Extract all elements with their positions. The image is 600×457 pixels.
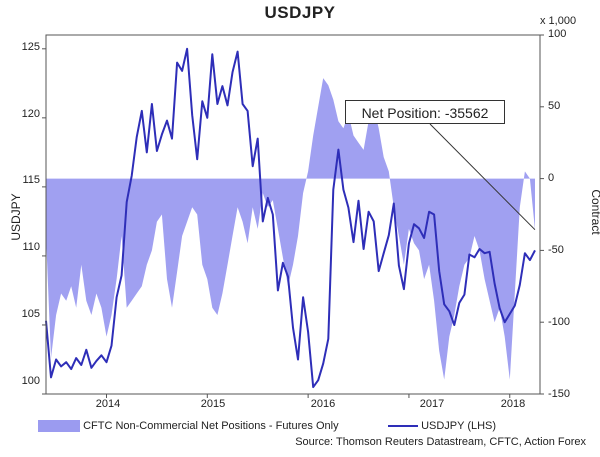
plot-frame xyxy=(45,34,541,395)
left-tick-label: 115 xyxy=(22,174,40,186)
x-tick-label: 2014 xyxy=(95,398,121,410)
source-note: Source: Thomson Reuters Datastream, CFTC… xyxy=(295,436,586,448)
area-swatch-icon xyxy=(38,420,80,433)
callout-leader-line xyxy=(429,123,536,231)
x-tick-label: 2015 xyxy=(200,398,226,410)
left-tick-label: 105 xyxy=(21,308,40,320)
right-tick-label: -50 xyxy=(548,244,564,256)
legend-item-usdjpy: USDJPY (LHS) xyxy=(388,420,496,432)
chart-title: USDJPY xyxy=(264,3,336,22)
x-tick-label: 2017 xyxy=(419,398,445,410)
right-tick-label: -100 xyxy=(548,316,571,328)
x-tick-label: 2016 xyxy=(310,398,336,410)
line-swatch-icon xyxy=(388,425,418,428)
right-tick-label: 100 xyxy=(548,28,567,40)
right-tick-label: 50 xyxy=(548,100,561,112)
left-tick-label: 125 xyxy=(21,41,40,53)
legend-label-usdjpy: USDJPY (LHS) xyxy=(421,420,497,432)
left-tick-label: 100 xyxy=(21,375,40,387)
usdjpy-line xyxy=(45,47,536,389)
cftc-net-position-area xyxy=(46,78,535,380)
right-tick-label: 0 xyxy=(548,172,555,184)
x-tick-label: 2018 xyxy=(500,398,526,410)
left-tick-label: 120 xyxy=(21,108,40,120)
right-tick-label: -150 xyxy=(548,388,571,400)
right-axis-multiplier: x 1,000 xyxy=(540,15,577,27)
legend-item-cftc: CFTC Non-Commercial Net Positions - Futu… xyxy=(38,420,339,433)
legend-label-cftc: CFTC Non-Commercial Net Positions - Futu… xyxy=(83,420,339,432)
left-tick-label: 110 xyxy=(22,241,40,253)
net-position-callout: Net Position: -35562 xyxy=(345,100,505,124)
